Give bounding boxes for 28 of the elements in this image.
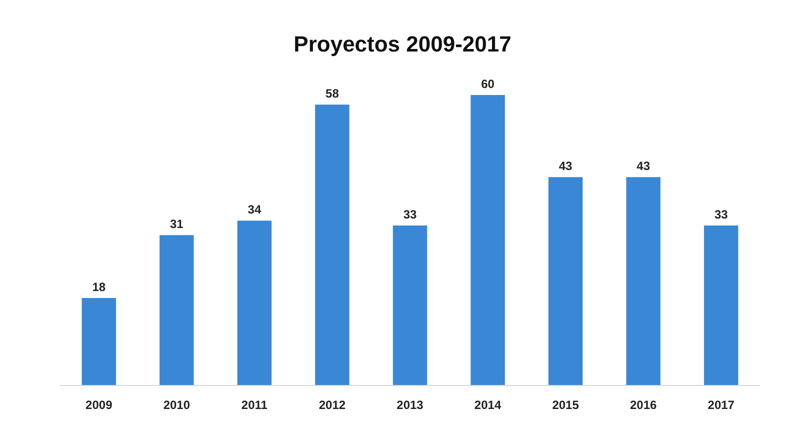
data-label: 34	[248, 202, 262, 217]
data-label: 18	[92, 280, 106, 294]
x-tick-label: 2014	[474, 398, 502, 412]
data-label: 33	[403, 208, 417, 222]
x-tick-label: 2009	[86, 398, 113, 412]
data-label: 43	[558, 159, 573, 174]
data-label: 43	[636, 159, 650, 174]
bar	[82, 298, 116, 385]
data-label: 31	[170, 217, 184, 232]
data-label: 60	[481, 77, 495, 91]
bar	[626, 177, 660, 385]
x-tick-label: 2015	[552, 398, 580, 412]
bar	[237, 220, 272, 385]
bar	[704, 226, 738, 385]
bar	[470, 95, 505, 385]
x-tick-label: 2013	[396, 398, 424, 412]
x-tick-label: 2010	[163, 398, 190, 412]
x-tick-label: 2017	[708, 398, 735, 412]
x-tick-label: 2016	[630, 398, 658, 412]
bar	[392, 226, 428, 385]
bar	[548, 177, 583, 385]
data-label: 58	[326, 86, 340, 101]
chart-title: Proyectos 2009-2017	[294, 32, 512, 56]
x-tick-label: 2011	[241, 398, 268, 412]
bar	[160, 235, 194, 385]
bar	[315, 104, 350, 385]
data-label: 33	[714, 208, 728, 222]
x-tick-label: 2012	[318, 398, 346, 412]
